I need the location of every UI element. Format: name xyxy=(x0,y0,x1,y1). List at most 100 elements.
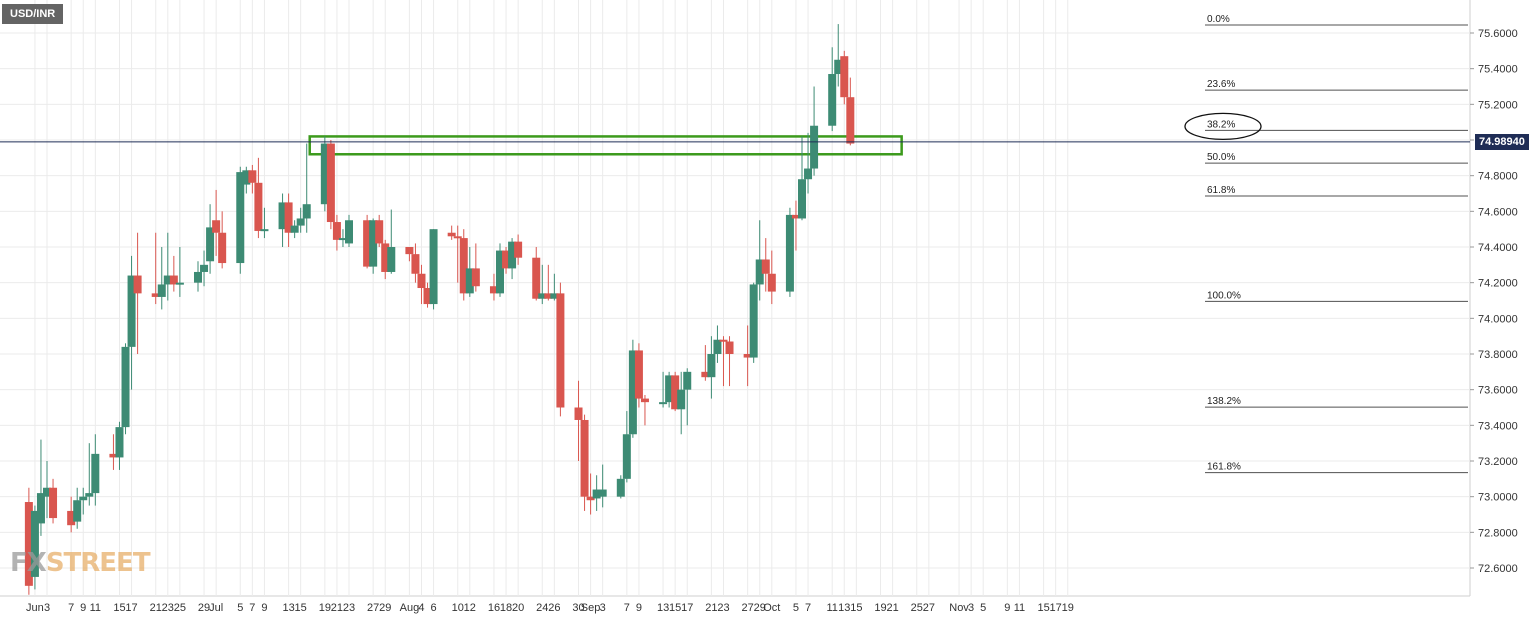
bearish-candle xyxy=(248,164,257,194)
bullish-candle xyxy=(429,229,438,310)
bearish-candle xyxy=(453,225,462,283)
bearish-candle xyxy=(405,247,414,262)
candle-body xyxy=(719,339,728,342)
candle-body xyxy=(767,273,776,292)
y-tick-label: 74.6000 xyxy=(1478,206,1518,218)
bullish-candle xyxy=(302,143,311,233)
bullish-candle xyxy=(755,220,764,301)
bullish-candle xyxy=(338,229,347,247)
x-tick-label: 9 xyxy=(261,602,267,614)
bullish-candle xyxy=(616,475,625,499)
candle-body xyxy=(91,453,100,494)
x-tick-label: 15 xyxy=(669,602,681,614)
candle-body xyxy=(85,493,94,497)
x-tick-label: 3 xyxy=(44,602,50,614)
bearish-candle xyxy=(332,214,341,251)
candle-body xyxy=(429,229,438,305)
x-tick-label: 16 xyxy=(488,602,500,614)
bearish-candle xyxy=(725,336,734,387)
candle-body xyxy=(453,236,462,239)
candle-body xyxy=(121,346,130,428)
candle-body xyxy=(200,264,209,272)
x-tick-label: 21 xyxy=(331,602,343,614)
bullish-candle xyxy=(828,47,837,132)
candle-body xyxy=(338,238,347,241)
bearish-candle xyxy=(514,234,523,265)
candle-body xyxy=(326,143,335,223)
candle-body xyxy=(151,293,160,297)
candle-body xyxy=(447,232,456,237)
bullish-candle xyxy=(665,371,674,408)
x-tick-label: 5 xyxy=(793,602,799,614)
candle-body xyxy=(508,241,517,269)
bearish-candle xyxy=(471,243,480,292)
candle-body xyxy=(785,214,794,292)
candle-body xyxy=(109,453,118,458)
bullish-candle xyxy=(30,505,39,590)
y-tick-label: 72.8000 xyxy=(1478,527,1518,539)
bearish-candle xyxy=(586,473,595,515)
y-tick-label: 75.2000 xyxy=(1478,99,1518,111)
bearish-candle xyxy=(212,189,221,256)
fib-level-label: 23.6% xyxy=(1207,79,1235,90)
candle-body xyxy=(30,510,39,577)
candle-body xyxy=(659,402,668,405)
candle-body xyxy=(79,496,88,501)
candle-body xyxy=(665,375,674,403)
bearish-candle xyxy=(447,225,456,240)
candle-body xyxy=(43,487,51,497)
x-tick-label: 15 xyxy=(1037,602,1049,614)
bullish-candle xyxy=(465,247,474,297)
fib-level-label: 50.0% xyxy=(1207,152,1235,163)
bearish-candle xyxy=(544,264,553,301)
candle-body xyxy=(218,232,227,264)
candle-body xyxy=(332,222,341,240)
candle-body xyxy=(387,247,396,272)
candle-body xyxy=(296,218,305,226)
bullish-candle xyxy=(194,261,202,292)
candle-body xyxy=(640,398,649,403)
x-tick-label: 27 xyxy=(742,602,754,614)
bullish-candle xyxy=(550,273,559,301)
candle-body xyxy=(616,478,625,497)
x-tick-label: 27 xyxy=(367,602,379,614)
bearish-candle xyxy=(218,211,227,269)
x-tick-label: 11 xyxy=(90,602,101,614)
bearish-candle xyxy=(459,229,468,301)
bullish-candle xyxy=(85,443,94,506)
candle-body xyxy=(194,271,202,283)
candle-body xyxy=(212,220,221,233)
bullish-candle xyxy=(200,250,209,287)
candle-body xyxy=(24,502,33,586)
candle-body xyxy=(127,275,136,347)
x-tick-label: 13 xyxy=(657,602,669,614)
bullish-candle xyxy=(707,336,716,399)
candle-body xyxy=(550,293,559,299)
candle-body xyxy=(206,227,215,262)
x-tick-label: 13 xyxy=(838,602,850,614)
bullish-candle xyxy=(320,136,329,212)
x-tick-label: 7 xyxy=(68,602,74,614)
x-tick-label: 25 xyxy=(911,602,923,614)
bearish-candle xyxy=(423,282,432,308)
bearish-candle xyxy=(743,325,752,387)
candle-body xyxy=(423,288,432,305)
x-tick-label: 21 xyxy=(150,602,162,614)
candle-body xyxy=(683,371,692,390)
x-tick-label: 7 xyxy=(624,602,630,614)
bullish-candle xyxy=(659,371,668,408)
candle-body xyxy=(580,419,589,497)
y-tick-label: 73.2000 xyxy=(1478,456,1518,468)
bearish-candle xyxy=(363,214,372,269)
bullish-candle xyxy=(804,132,813,194)
candle-body xyxy=(260,229,269,232)
bullish-candle xyxy=(538,264,547,305)
x-tick-label: 3 xyxy=(968,602,974,614)
candle-body xyxy=(163,275,172,285)
candle-body xyxy=(133,275,142,294)
y-tick-label: 75.4000 xyxy=(1478,64,1518,76)
bearish-candle xyxy=(489,273,498,301)
candle-body xyxy=(411,254,420,274)
x-tick-label: 13 xyxy=(282,602,294,614)
